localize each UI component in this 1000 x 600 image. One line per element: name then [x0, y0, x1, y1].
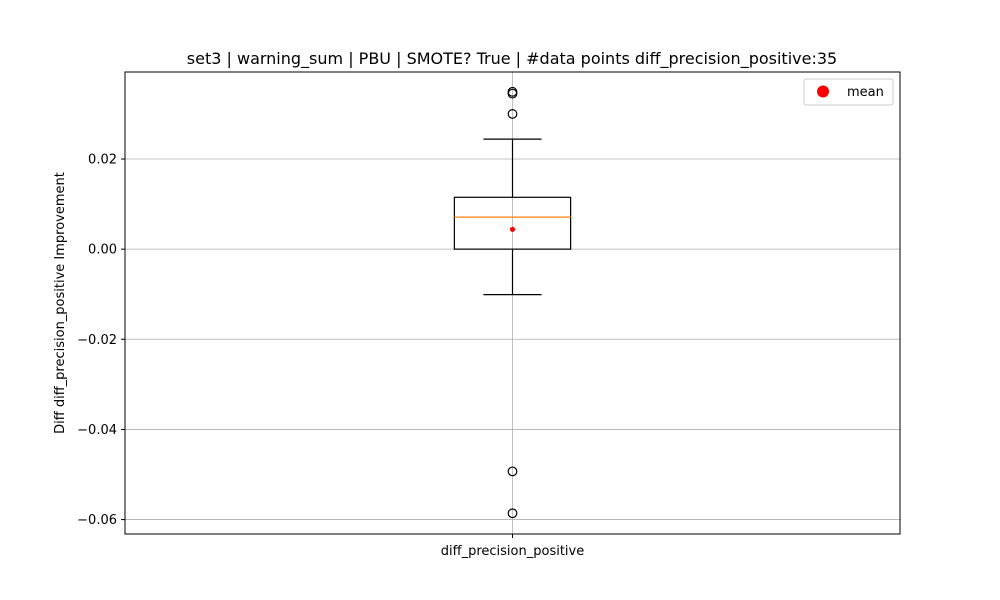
y-tick-label: −0.04 — [77, 423, 117, 438]
iqr-box — [453, 196, 572, 250]
legend: mean — [803, 78, 894, 106]
axis-layer: 0.02 0.00 −0.02 −0.04 −0.06 diff_precision_po… — [77, 152, 584, 559]
outlier-point — [507, 466, 518, 477]
box-diff_precision_positive — [453, 86, 572, 519]
box-layer — [453, 86, 572, 519]
chart-title: set3 | warning_sum | PBU | SMOTE? True |… — [187, 49, 837, 69]
legend-mean-marker — [817, 85, 829, 98]
outlier-point — [507, 109, 518, 119]
outlier-point — [507, 508, 518, 519]
y-tick-label: −0.06 — [77, 513, 117, 528]
x-tick-label: diff_precision_positive — [441, 544, 584, 559]
outlier-point — [507, 88, 518, 99]
legend-mean-label: mean — [847, 85, 884, 100]
mean-point — [509, 226, 516, 232]
y-tick-label: 0.00 — [88, 243, 117, 258]
y-axis-label: Diff diff_precision_positive Improvement — [53, 172, 68, 434]
y-tick-label: −0.02 — [77, 333, 117, 348]
y-tick-label: 0.02 — [88, 152, 117, 167]
legend-box — [803, 78, 894, 106]
